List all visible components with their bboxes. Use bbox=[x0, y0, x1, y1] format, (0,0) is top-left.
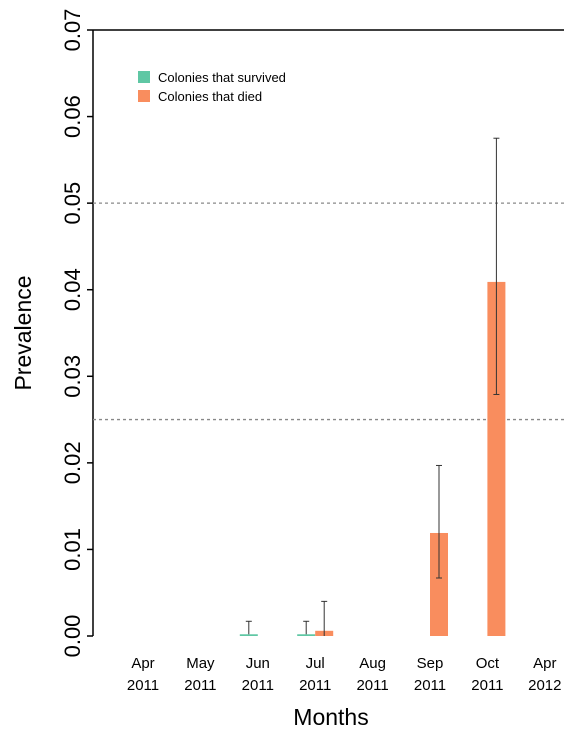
y-tick-label: 0.00 bbox=[60, 615, 85, 658]
error-bar bbox=[493, 137, 500, 395]
y-tick-label: 0.02 bbox=[60, 441, 85, 484]
bar bbox=[239, 634, 258, 636]
legend: Colonies that survived Colonies that die… bbox=[138, 70, 286, 104]
y-tick-label: 0.07 bbox=[60, 9, 85, 52]
x-tick-label: 2011 bbox=[184, 677, 216, 694]
x-tick-label: 2011 bbox=[127, 677, 159, 694]
error-bar bbox=[321, 600, 328, 636]
x-tick-label: 2011 bbox=[299, 677, 331, 694]
error-bar bbox=[436, 464, 442, 579]
legend-label-survived: Colonies that survived bbox=[158, 70, 286, 85]
error-bars bbox=[245, 137, 500, 636]
x-tick-labels: Apr 2011 May 2011 Jun 2011 Jul 2011 Aug 2011 Sep 20… bbox=[127, 655, 562, 694]
error-bar bbox=[245, 620, 252, 635]
x-tick-label: 2011 bbox=[414, 677, 446, 694]
legend-label-died: Colonies that died bbox=[158, 89, 262, 104]
x-tick-label: Apr bbox=[533, 655, 556, 672]
bar bbox=[297, 634, 316, 636]
x-tick-label: Apr bbox=[131, 655, 154, 672]
x-tick-label: 2011 bbox=[242, 677, 274, 694]
bars bbox=[239, 281, 506, 636]
axes bbox=[87, 29, 564, 637]
x-tick-label: Aug bbox=[359, 655, 386, 672]
x-tick-label: 2012 bbox=[528, 677, 561, 694]
y-axis-title: Prevalence bbox=[10, 275, 36, 390]
x-axis-title: Months bbox=[293, 704, 368, 730]
y-tick-labels: 0.00 0.01 0.02 0.03 0.04 0.05 0.06 0.07 bbox=[60, 9, 85, 658]
y-tick-label: 0.03 bbox=[60, 355, 85, 398]
x-tick-label: 2011 bbox=[356, 677, 388, 694]
legend-swatch-survived bbox=[138, 71, 150, 83]
y-tick-label: 0.04 bbox=[60, 268, 85, 311]
x-tick-label: 2011 bbox=[471, 677, 503, 694]
y-tick-label: 0.06 bbox=[60, 95, 85, 138]
error-bar bbox=[303, 620, 310, 635]
x-tick-label: Sep bbox=[417, 655, 444, 672]
legend-swatch-died bbox=[138, 90, 150, 102]
bar bbox=[487, 281, 506, 636]
x-tick-label: May bbox=[186, 655, 215, 672]
x-tick-label: Jul bbox=[306, 655, 325, 672]
bar bbox=[430, 532, 448, 636]
x-tick-label: Oct bbox=[476, 655, 500, 672]
y-tick-label: 0.01 bbox=[60, 528, 85, 571]
reference-lines bbox=[93, 202, 564, 421]
x-tick-label: Jun bbox=[246, 655, 270, 672]
y-tick-label: 0.05 bbox=[60, 182, 85, 225]
